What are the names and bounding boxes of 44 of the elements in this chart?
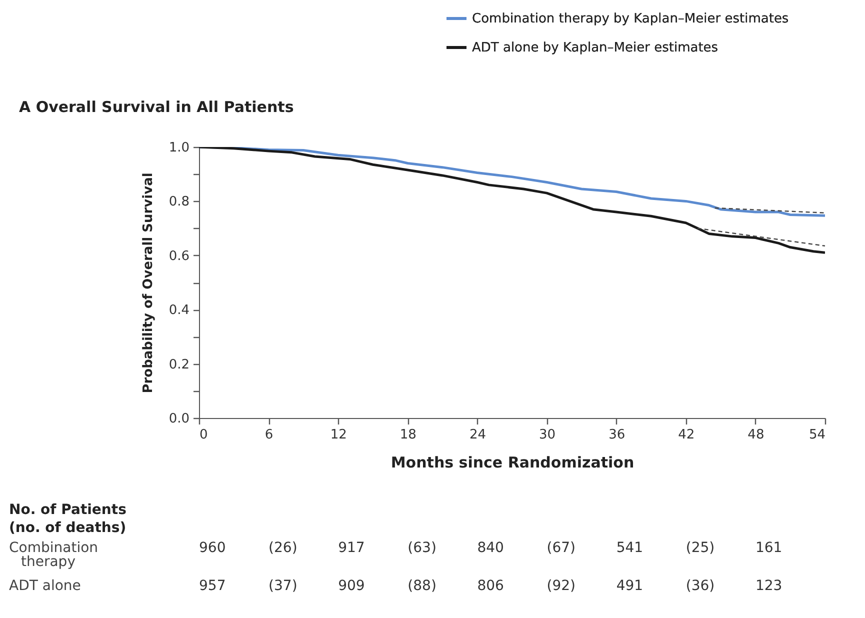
text: No. of Patients [9, 502, 126, 518]
text: 960 [199, 540, 226, 556]
text: 161 [755, 540, 782, 556]
text: 123 [755, 578, 782, 594]
y-tick-label: 0.2 [168, 357, 190, 372]
text: (no. of deaths) [9, 520, 126, 536]
text: (25) [686, 540, 715, 556]
text: (92) [546, 578, 576, 594]
text: 840 [477, 540, 504, 556]
x-tick-label: 42 [678, 428, 695, 442]
x-tick-label: 0 [200, 428, 208, 442]
y-tick-label: 1.0 [168, 140, 190, 156]
x-tick-label: 12 [330, 428, 347, 442]
text: (67) [546, 540, 576, 556]
x-tick-label: 36 [608, 428, 626, 442]
text: (37) [268, 578, 298, 594]
x-tick-label: 18 [400, 428, 416, 442]
text: 917 [338, 540, 365, 556]
text: Combination therapy [9, 540, 98, 570]
legend-label: ADT alone by Kaplan–Meier estimates [472, 40, 718, 56]
y-tick-label: 0.8 [168, 194, 190, 210]
text: 909 [338, 578, 365, 594]
y-tick-label: 0.6 [168, 248, 190, 264]
text: ADT alone [9, 578, 81, 594]
x-tick-label: 24 [469, 428, 486, 442]
y-axis-title: Probability of Overall Survival [140, 172, 156, 394]
legend-label: Combination therapy by Kaplan–Meier estimates [472, 12, 789, 26]
y-tick-label: 0.4 [168, 303, 190, 318]
text: (63) [408, 540, 436, 556]
text: 491 [616, 578, 644, 594]
chart-title: A Overall Survival in All Patients [19, 98, 294, 116]
x-tick-label: 48 [748, 428, 764, 442]
text: 541 [616, 540, 644, 556]
text: 806 [477, 578, 504, 594]
x-axis-title: Months since Randomization [390, 454, 634, 472]
x-tick-label: 54 [808, 428, 826, 442]
x-tick-label: 30 [539, 428, 556, 442]
x-tick-label: 6 [264, 428, 274, 442]
text: 957 [199, 578, 226, 594]
text: (26) [268, 540, 298, 556]
y-tick-label: 0.0 [168, 412, 190, 426]
text: (88) [408, 578, 436, 594]
line-series [199, 147, 825, 254]
text: (36) [686, 578, 715, 594]
